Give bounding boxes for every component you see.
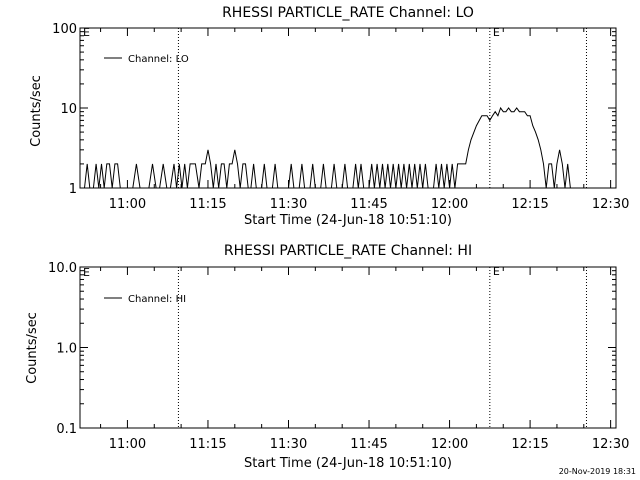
y-axis-label: Counts/sec bbox=[29, 75, 44, 147]
y-tick-label: 0.1 bbox=[56, 422, 77, 437]
x-tick-label: 12:00 bbox=[431, 437, 468, 452]
x-tick-label: 11:45 bbox=[350, 437, 387, 452]
y-tick-label: 100 bbox=[52, 22, 77, 37]
x-tick-label: 11:30 bbox=[270, 437, 307, 452]
legend-entry: Channel: HI bbox=[128, 294, 186, 305]
x-axis-label: Start Time (24-Jun-18 10:51:10) bbox=[244, 456, 452, 471]
x-tick-label: 11:00 bbox=[109, 197, 146, 212]
x-tick-label: 11:15 bbox=[189, 197, 226, 212]
x-tick-label: 12:15 bbox=[511, 437, 548, 452]
y-tick-label: 1.0 bbox=[56, 342, 77, 357]
chart-title: RHESSI PARTICLE_RATE Channel: HI bbox=[224, 243, 472, 259]
x-tick-label: 11:45 bbox=[350, 197, 387, 212]
event-marker-label: E bbox=[493, 265, 500, 278]
event-marker-label: E bbox=[493, 26, 500, 39]
x-tick-label: 12:30 bbox=[592, 437, 629, 452]
x-tick-label: 12:30 bbox=[592, 197, 629, 212]
chart-title: RHESSI PARTICLE_RATE Channel: LO bbox=[222, 5, 474, 21]
x-tick-label: 11:00 bbox=[109, 437, 146, 452]
x-tick-label: 12:15 bbox=[511, 197, 548, 212]
plot-frame bbox=[79, 266, 617, 429]
x-tick-label: 12:00 bbox=[431, 197, 468, 212]
corner-label: E bbox=[83, 266, 90, 279]
plot-frame bbox=[79, 27, 617, 189]
corner-label: E bbox=[83, 26, 90, 39]
series-line bbox=[84, 106, 571, 189]
footer-timestamp: 20-Nov-2019 18:31 bbox=[559, 467, 636, 476]
chart-panel-hi: RHESSI PARTICLE_RATE Channel: HI Counts/… bbox=[25, 243, 629, 471]
y-tick-label: 10.0 bbox=[48, 261, 77, 276]
y-tick-label: 10 bbox=[60, 102, 77, 117]
x-tick-label: 11:15 bbox=[189, 437, 226, 452]
legend-entry: Channel: LO bbox=[128, 54, 189, 65]
x-tick-label: 11:30 bbox=[270, 197, 307, 212]
y-tick-label: 1 bbox=[69, 182, 77, 197]
x-axis-label: Start Time (24-Jun-18 10:51:10) bbox=[244, 213, 452, 228]
chart-panel-lo: RHESSI PARTICLE_RATE Channel: LO Counts/… bbox=[29, 5, 629, 228]
y-axis-label: Counts/sec bbox=[25, 312, 40, 384]
